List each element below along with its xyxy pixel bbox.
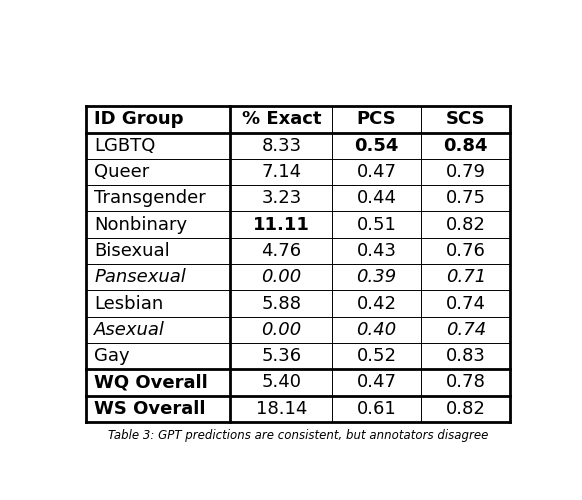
Text: ID Group: ID Group bbox=[94, 110, 184, 128]
Text: 0.78: 0.78 bbox=[446, 374, 486, 392]
Text: Bisexual: Bisexual bbox=[94, 242, 170, 260]
Text: WS Overall: WS Overall bbox=[94, 400, 206, 417]
Text: 0.82: 0.82 bbox=[446, 400, 486, 417]
Text: 5.88: 5.88 bbox=[261, 294, 301, 312]
Text: 0.54: 0.54 bbox=[354, 136, 399, 154]
Text: Asexual: Asexual bbox=[94, 321, 165, 339]
Text: 5.40: 5.40 bbox=[261, 374, 301, 392]
Text: 3.23: 3.23 bbox=[261, 190, 301, 208]
Text: 18.14: 18.14 bbox=[255, 400, 307, 417]
Text: 0.42: 0.42 bbox=[357, 294, 397, 312]
Text: PCS: PCS bbox=[357, 110, 396, 128]
Text: 0.51: 0.51 bbox=[357, 216, 397, 234]
Text: 0.43: 0.43 bbox=[357, 242, 397, 260]
Text: 0.00: 0.00 bbox=[261, 268, 301, 286]
Text: 0.74: 0.74 bbox=[446, 321, 486, 339]
Text: 0.40: 0.40 bbox=[357, 321, 397, 339]
Text: 7.14: 7.14 bbox=[261, 163, 301, 181]
Text: 0.84: 0.84 bbox=[443, 136, 488, 154]
Text: 8.33: 8.33 bbox=[261, 136, 301, 154]
Text: 0.47: 0.47 bbox=[357, 374, 397, 392]
Text: 4.76: 4.76 bbox=[261, 242, 301, 260]
Text: 0.47: 0.47 bbox=[357, 163, 397, 181]
Text: Transgender: Transgender bbox=[94, 190, 206, 208]
Text: Nonbinary: Nonbinary bbox=[94, 216, 187, 234]
Text: Table 3: GPT predictions are consistent, but annotators disagree: Table 3: GPT predictions are consistent,… bbox=[108, 429, 488, 442]
Text: Queer: Queer bbox=[94, 163, 150, 181]
Text: Pansexual: Pansexual bbox=[94, 268, 186, 286]
Text: 0.83: 0.83 bbox=[446, 347, 486, 365]
Text: 0.00: 0.00 bbox=[261, 321, 301, 339]
Text: Gay: Gay bbox=[94, 347, 130, 365]
Text: 0.61: 0.61 bbox=[357, 400, 396, 417]
Text: 0.76: 0.76 bbox=[446, 242, 486, 260]
Text: 0.52: 0.52 bbox=[357, 347, 397, 365]
Text: 11.11: 11.11 bbox=[253, 216, 310, 234]
Text: 0.71: 0.71 bbox=[446, 268, 486, 286]
Text: 0.74: 0.74 bbox=[446, 294, 486, 312]
Text: 5.36: 5.36 bbox=[261, 347, 301, 365]
Text: 0.82: 0.82 bbox=[446, 216, 486, 234]
Text: LGBTQ: LGBTQ bbox=[94, 136, 156, 154]
Text: WQ Overall: WQ Overall bbox=[94, 374, 208, 392]
Text: 0.75: 0.75 bbox=[446, 190, 486, 208]
Text: SCS: SCS bbox=[446, 110, 485, 128]
Text: 0.44: 0.44 bbox=[357, 190, 397, 208]
Text: Lesbian: Lesbian bbox=[94, 294, 164, 312]
Text: 0.79: 0.79 bbox=[446, 163, 486, 181]
Text: % Exact: % Exact bbox=[242, 110, 321, 128]
Text: 0.39: 0.39 bbox=[357, 268, 397, 286]
